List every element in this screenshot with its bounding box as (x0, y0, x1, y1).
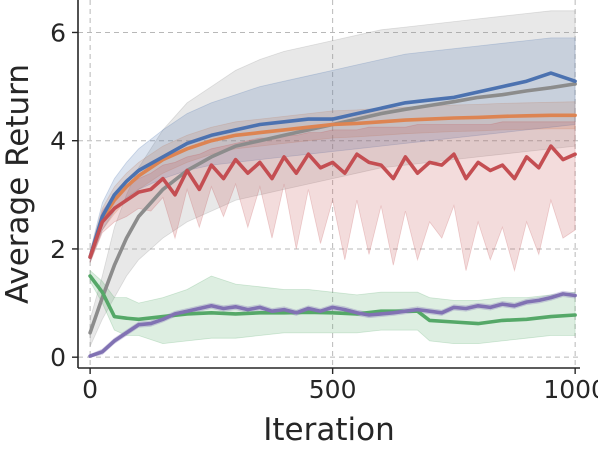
y-tick-label: 6 (50, 18, 66, 47)
series-3-band (89, 121, 576, 273)
y-tick-label: 2 (50, 235, 66, 264)
series-0-band (89, 10, 576, 347)
x-tick-label: 500 (309, 375, 357, 404)
series-3-line (88, 144, 577, 259)
x-axis-label: Iteration (263, 412, 395, 448)
x-tick-label: 0 (82, 375, 98, 404)
y-tick-label: 0 (50, 343, 66, 372)
series-5-line (88, 292, 577, 358)
y-tick-label: 4 (50, 127, 66, 156)
series-1-line (88, 113, 577, 259)
y-axis-label: Average Return (0, 64, 36, 304)
series-0-line (88, 82, 577, 335)
series-lines (88, 71, 577, 358)
series-2-band (89, 37, 576, 263)
series-2-line (88, 71, 577, 259)
